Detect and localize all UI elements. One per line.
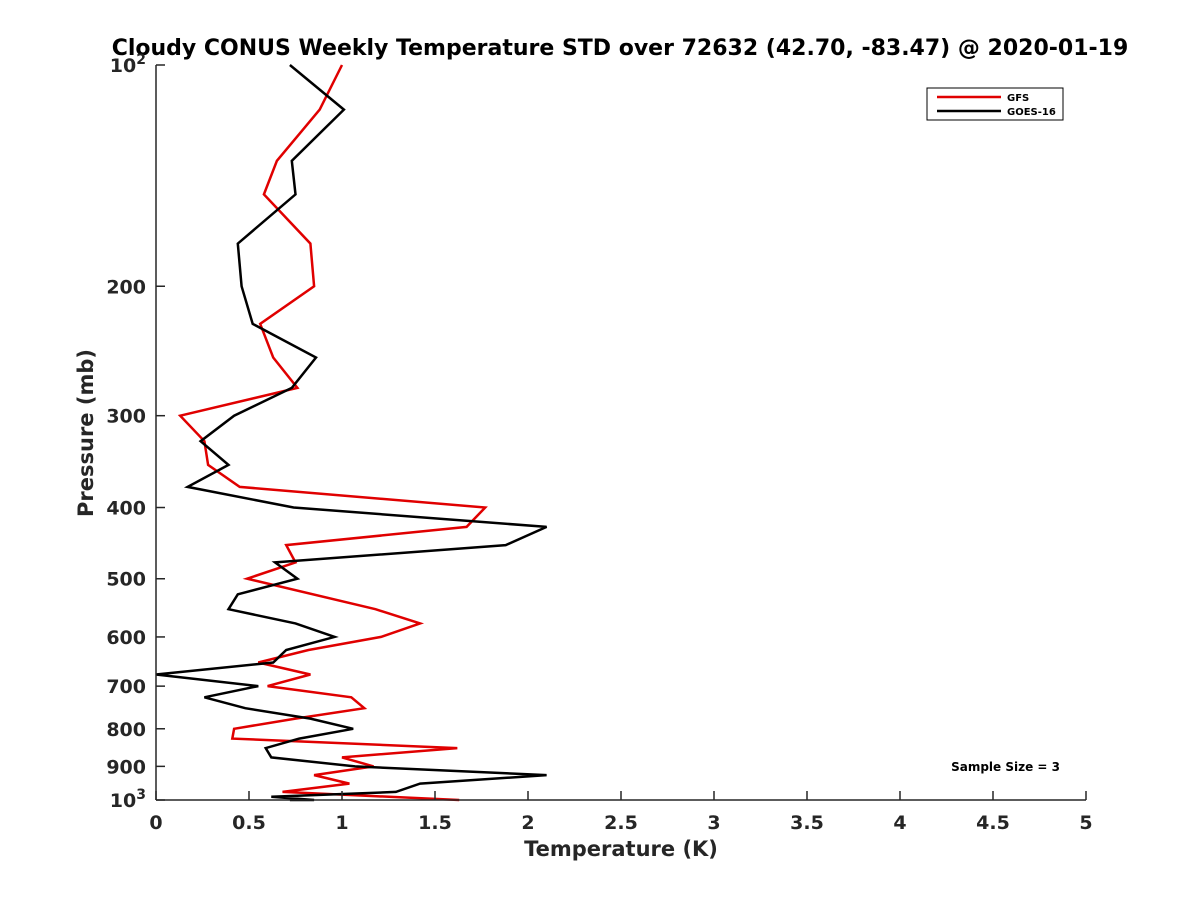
series-layer bbox=[155, 64, 548, 802]
x-tick-label: 0.5 bbox=[232, 812, 266, 834]
y-tick-label: 103 bbox=[110, 787, 146, 812]
y-axis-label: Pressure (mb) bbox=[74, 349, 98, 517]
x-tick-label: 4 bbox=[893, 812, 906, 834]
y-tick-label: 800 bbox=[106, 719, 146, 741]
x-tick-label: 3 bbox=[707, 812, 720, 834]
y-tick-label: 900 bbox=[106, 756, 146, 778]
legend: GFS GOES-16 bbox=[926, 87, 1064, 121]
y-tick-label: 300 bbox=[106, 406, 146, 428]
legend-box bbox=[926, 87, 1064, 121]
legend-label-goes-16: GOES-16 bbox=[1007, 107, 1056, 118]
x-tick-label: 0 bbox=[149, 812, 162, 834]
y-tick-label: 400 bbox=[106, 498, 146, 520]
x-tick-label: 4.5 bbox=[976, 812, 1010, 834]
legend-label-gfs: GFS bbox=[1007, 93, 1029, 104]
x-tick-label: 5 bbox=[1079, 812, 1092, 834]
y-tick-label: 600 bbox=[106, 627, 146, 649]
x-tick-label: 3.5 bbox=[790, 812, 824, 834]
plot-background bbox=[156, 65, 1086, 800]
x-tick-label: 2.5 bbox=[604, 812, 638, 834]
series-line-goes-16 bbox=[155, 64, 548, 802]
y-tick-label: 700 bbox=[106, 676, 146, 698]
x-tick-label: 1.5 bbox=[418, 812, 452, 834]
x-axis-label: Temperature (K) bbox=[524, 837, 718, 861]
plot-area bbox=[156, 65, 1086, 800]
x-tick-label: 1 bbox=[335, 812, 348, 834]
y-tick-label: 200 bbox=[106, 276, 146, 298]
y-ticks: 102 200 300 400 500 600 700 800 900 103 bbox=[106, 52, 165, 812]
series-line-gfs bbox=[177, 64, 488, 802]
y-tick-label: 500 bbox=[106, 569, 146, 591]
chart-title: Cloudy CONUS Weekly Temperature STD over… bbox=[112, 36, 1129, 61]
sample-size-annotation: Sample Size = 3 bbox=[951, 760, 1060, 774]
x-ticks: 0 0.5 1 1.5 2 2.5 3 3.5 4 4.5 5 bbox=[149, 791, 1093, 834]
x-tick-label: 2 bbox=[521, 812, 534, 834]
y-tick-label: 102 bbox=[110, 52, 146, 77]
